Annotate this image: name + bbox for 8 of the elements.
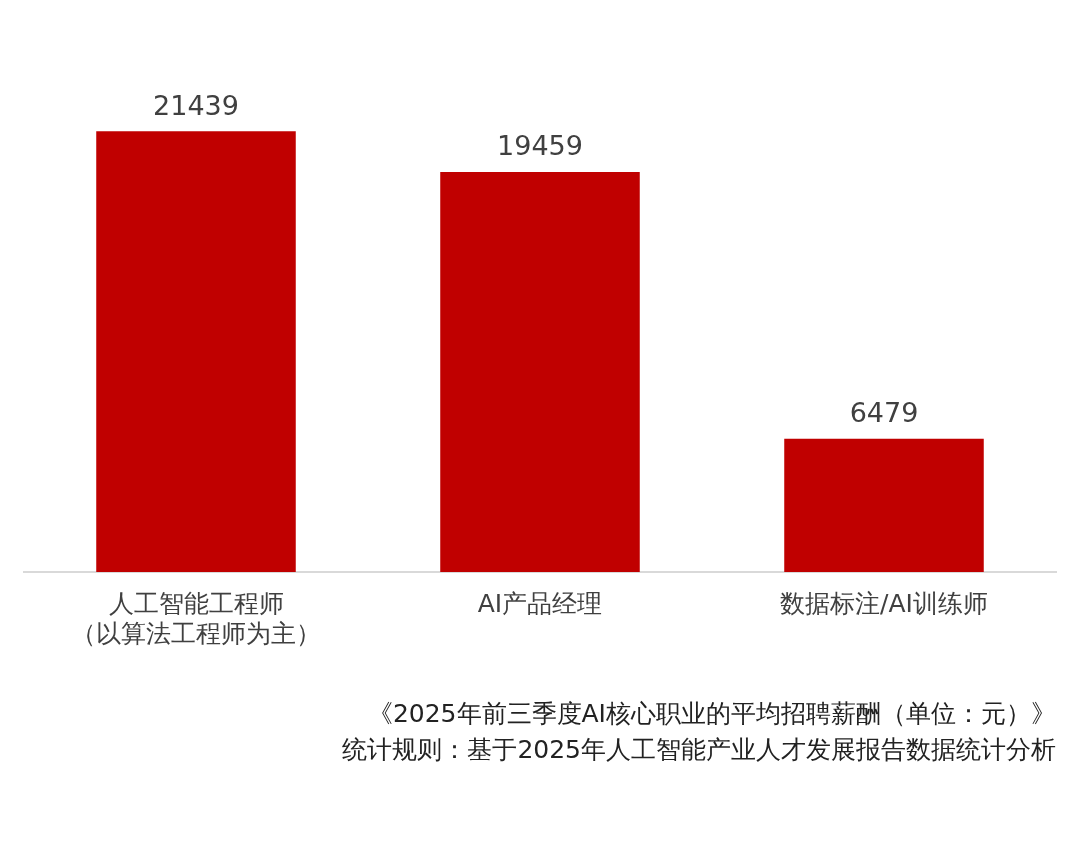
x-tick-label: 数据标注/AI训练师 bbox=[780, 588, 988, 618]
x-tick-label: 人工智能工程师（以算法工程师为主） bbox=[71, 588, 321, 648]
data-label: 21439 bbox=[153, 89, 239, 121]
data-label: 6479 bbox=[849, 397, 919, 429]
data-label: 19459 bbox=[497, 130, 583, 162]
text: 统计规则：基于2025年人工智能产业人才发展报告数据统计分析 bbox=[341, 734, 1056, 766]
text: 《2025年前三季度AI核心职业的平均招聘薪酬（单位：元）》 bbox=[366, 698, 1056, 730]
x-tick-label: AI产品经理 bbox=[477, 588, 603, 618]
